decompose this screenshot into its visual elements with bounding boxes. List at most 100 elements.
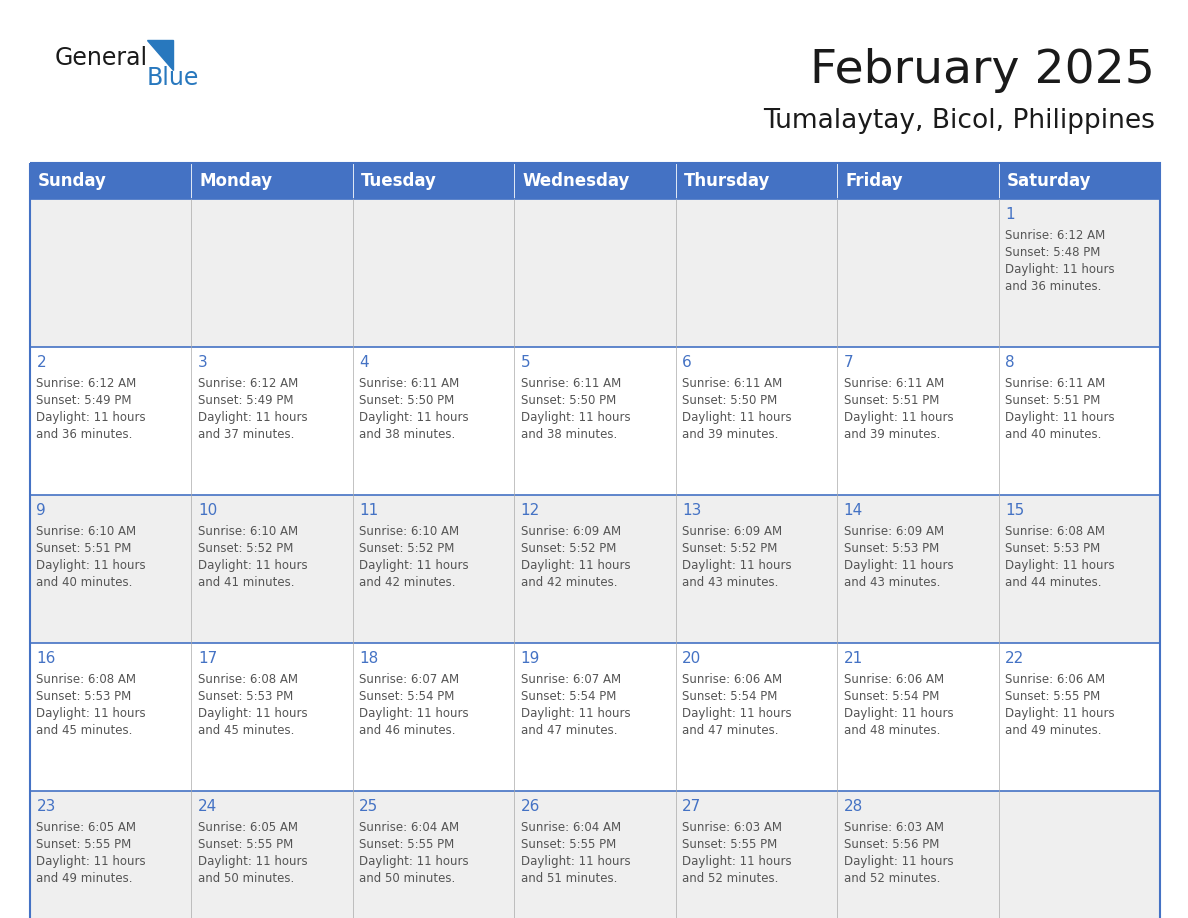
Text: 15: 15 [1005,503,1024,518]
Text: Sunrise: 6:04 AM: Sunrise: 6:04 AM [359,821,460,834]
Text: and 49 minutes.: and 49 minutes. [37,872,133,885]
Text: Sunset: 5:54 PM: Sunset: 5:54 PM [359,690,455,703]
Bar [191,347,353,495]
Text: Sunrise: 6:04 AM: Sunrise: 6:04 AM [520,821,621,834]
Text: Sunset: 5:53 PM: Sunset: 5:53 PM [843,542,939,555]
Text: Sunrise: 6:11 AM: Sunrise: 6:11 AM [1005,377,1105,390]
Text: 21: 21 [843,651,862,666]
Text: Sunset: 5:52 PM: Sunset: 5:52 PM [359,542,455,555]
Bar [676,199,838,347]
Text: Sunrise: 6:08 AM: Sunrise: 6:08 AM [198,673,298,686]
Text: and 40 minutes.: and 40 minutes. [37,576,133,589]
Bar [30,791,191,918]
Text: and 50 minutes.: and 50 minutes. [198,872,295,885]
Bar [999,495,1159,643]
Text: Sunset: 5:51 PM: Sunset: 5:51 PM [37,542,132,555]
Text: Daylight: 11 hours: Daylight: 11 hours [843,707,953,720]
Text: Sunset: 5:55 PM: Sunset: 5:55 PM [1005,690,1100,703]
Text: Daylight: 11 hours: Daylight: 11 hours [198,707,308,720]
Text: Daylight: 11 hours: Daylight: 11 hours [520,559,631,572]
Text: Daylight: 11 hours: Daylight: 11 hours [37,855,146,868]
Text: Sunrise: 6:11 AM: Sunrise: 6:11 AM [520,377,621,390]
Text: Sunset: 5:55 PM: Sunset: 5:55 PM [520,838,617,851]
Bar [676,643,838,791]
Text: Sunset: 5:54 PM: Sunset: 5:54 PM [843,690,939,703]
Text: and 47 minutes.: and 47 minutes. [682,724,778,737]
Bar [838,643,999,791]
Text: Daylight: 11 hours: Daylight: 11 hours [359,559,469,572]
Text: 6: 6 [682,355,691,370]
Text: Sunrise: 6:11 AM: Sunrise: 6:11 AM [359,377,460,390]
Bar [353,163,514,199]
Text: and 42 minutes.: and 42 minutes. [359,576,456,589]
Text: and 36 minutes.: and 36 minutes. [37,428,133,441]
Text: and 43 minutes.: and 43 minutes. [682,576,778,589]
Text: Daylight: 11 hours: Daylight: 11 hours [37,559,146,572]
Text: and 37 minutes.: and 37 minutes. [198,428,295,441]
Bar [353,199,514,347]
Text: 9: 9 [37,503,46,518]
Text: Sunset: 5:52 PM: Sunset: 5:52 PM [520,542,617,555]
Text: Sunset: 5:55 PM: Sunset: 5:55 PM [682,838,777,851]
Text: Wednesday: Wednesday [523,172,630,190]
Text: Daylight: 11 hours: Daylight: 11 hours [359,855,469,868]
Text: Sunrise: 6:10 AM: Sunrise: 6:10 AM [359,525,460,538]
Bar [676,791,838,918]
Text: Daylight: 11 hours: Daylight: 11 hours [37,411,146,424]
Bar [676,163,838,199]
Text: Daylight: 11 hours: Daylight: 11 hours [843,411,953,424]
Bar [353,643,514,791]
Text: Sunset: 5:53 PM: Sunset: 5:53 PM [37,690,132,703]
Text: Sunset: 5:50 PM: Sunset: 5:50 PM [682,394,777,407]
Text: Sunrise: 6:05 AM: Sunrise: 6:05 AM [37,821,137,834]
Text: Sunrise: 6:08 AM: Sunrise: 6:08 AM [1005,525,1105,538]
Text: Sunset: 5:51 PM: Sunset: 5:51 PM [843,394,939,407]
Text: Sunset: 5:50 PM: Sunset: 5:50 PM [359,394,455,407]
Text: Daylight: 11 hours: Daylight: 11 hours [520,707,631,720]
Text: and 42 minutes.: and 42 minutes. [520,576,618,589]
Text: Daylight: 11 hours: Daylight: 11 hours [520,411,631,424]
Bar [191,199,353,347]
Polygon shape [147,40,173,70]
Text: and 39 minutes.: and 39 minutes. [682,428,778,441]
Text: and 52 minutes.: and 52 minutes. [843,872,940,885]
Text: Sunset: 5:53 PM: Sunset: 5:53 PM [198,690,293,703]
Bar [676,347,838,495]
Text: 18: 18 [359,651,379,666]
Text: 7: 7 [843,355,853,370]
Bar [999,643,1159,791]
Text: Daylight: 11 hours: Daylight: 11 hours [1005,559,1114,572]
Bar [353,347,514,495]
Text: Sunrise: 6:10 AM: Sunrise: 6:10 AM [37,525,137,538]
Text: Sunrise: 6:08 AM: Sunrise: 6:08 AM [37,673,137,686]
Text: and 39 minutes.: and 39 minutes. [843,428,940,441]
Bar [30,163,191,199]
Text: 17: 17 [198,651,217,666]
Text: General: General [55,46,148,70]
Text: Daylight: 11 hours: Daylight: 11 hours [843,559,953,572]
Text: Sunset: 5:54 PM: Sunset: 5:54 PM [520,690,617,703]
Text: 16: 16 [37,651,56,666]
Text: Sunset: 5:55 PM: Sunset: 5:55 PM [198,838,293,851]
Text: Daylight: 11 hours: Daylight: 11 hours [682,559,791,572]
Text: and 36 minutes.: and 36 minutes. [1005,280,1101,293]
Bar [999,163,1159,199]
Text: 10: 10 [198,503,217,518]
Bar [30,643,191,791]
Bar [838,199,999,347]
Text: Sunset: 5:54 PM: Sunset: 5:54 PM [682,690,778,703]
Text: Daylight: 11 hours: Daylight: 11 hours [1005,707,1114,720]
Bar [191,791,353,918]
Text: 19: 19 [520,651,541,666]
Text: and 45 minutes.: and 45 minutes. [198,724,295,737]
Bar [999,199,1159,347]
Text: 11: 11 [359,503,379,518]
Text: Sunrise: 6:07 AM: Sunrise: 6:07 AM [359,673,460,686]
Text: and 41 minutes.: and 41 minutes. [198,576,295,589]
Text: Daylight: 11 hours: Daylight: 11 hours [359,707,469,720]
Text: Friday: Friday [845,172,903,190]
Text: and 46 minutes.: and 46 minutes. [359,724,456,737]
Text: and 38 minutes.: and 38 minutes. [520,428,617,441]
Text: 24: 24 [198,799,217,814]
Bar [999,347,1159,495]
